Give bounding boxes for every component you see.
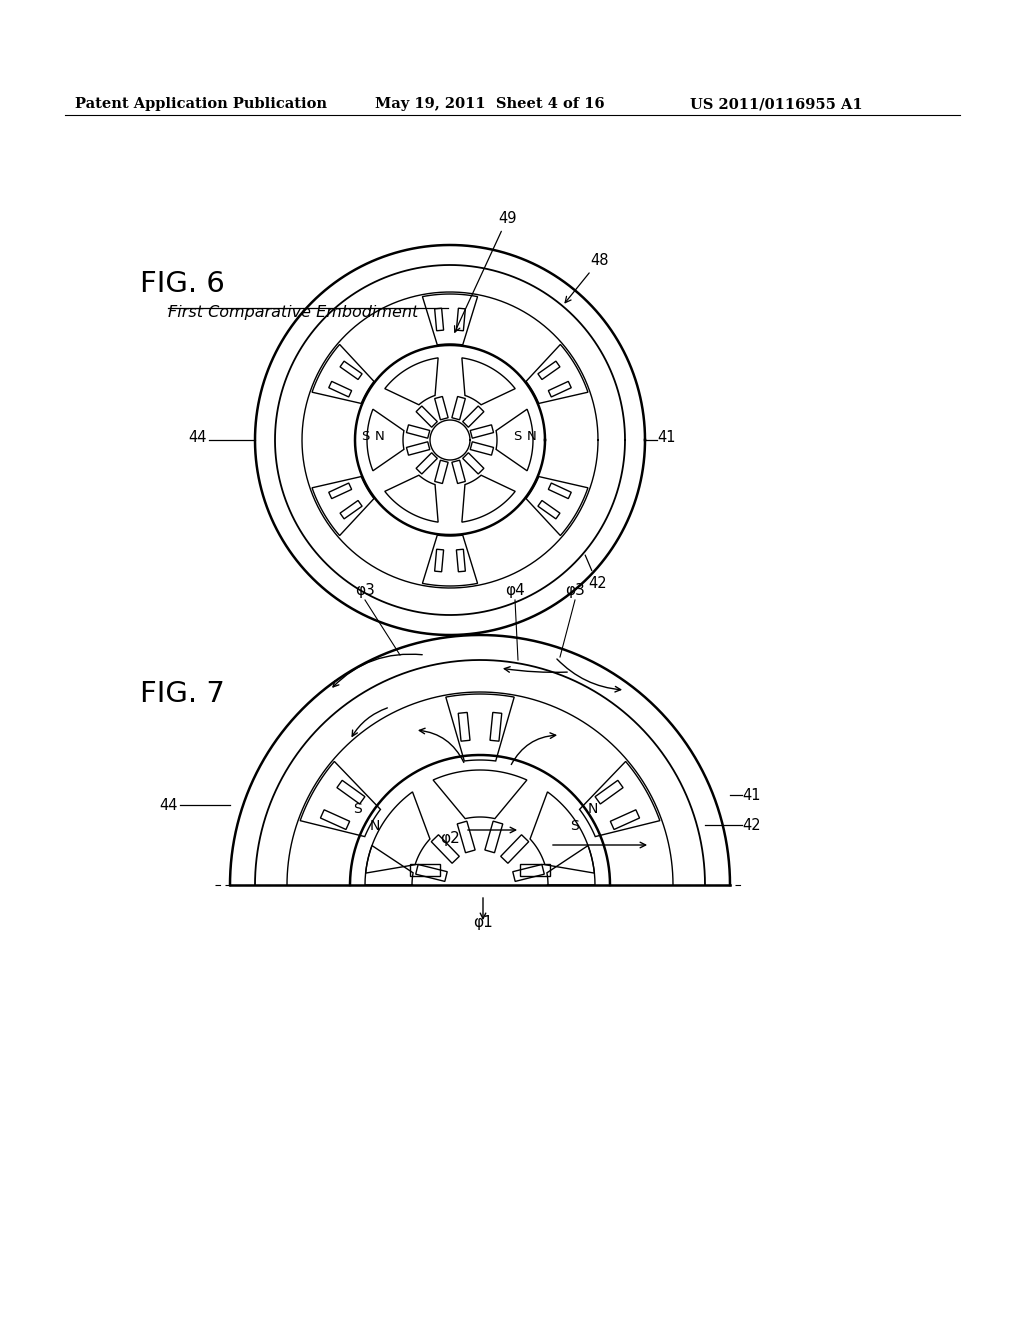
Text: May 19, 2011  Sheet 4 of 16: May 19, 2011 Sheet 4 of 16 xyxy=(375,96,604,111)
Text: 41: 41 xyxy=(657,429,676,445)
Text: S: S xyxy=(513,429,521,442)
Text: 44: 44 xyxy=(188,429,207,445)
Text: φ2: φ2 xyxy=(440,832,460,846)
Text: Patent Application Publication: Patent Application Publication xyxy=(75,96,327,111)
Text: φ1: φ1 xyxy=(473,915,493,931)
Text: First Comparative Embodiment: First Comparative Embodiment xyxy=(168,305,418,319)
Text: 48: 48 xyxy=(565,253,608,302)
Text: φ3: φ3 xyxy=(355,583,375,598)
Text: US 2011/0116955 A1: US 2011/0116955 A1 xyxy=(690,96,862,111)
Text: FIG. 7: FIG. 7 xyxy=(140,680,225,708)
Text: N: N xyxy=(370,818,380,833)
Text: N: N xyxy=(588,803,598,816)
Text: S: S xyxy=(353,803,361,816)
Text: FIG. 6: FIG. 6 xyxy=(140,271,225,298)
Text: 49: 49 xyxy=(455,211,516,333)
Text: N: N xyxy=(527,429,537,442)
Text: φ4: φ4 xyxy=(505,583,525,598)
Text: N: N xyxy=(375,429,385,442)
Text: φ3: φ3 xyxy=(565,583,585,598)
Text: 42: 42 xyxy=(585,554,606,591)
Text: 41: 41 xyxy=(742,788,761,803)
Text: 44: 44 xyxy=(160,797,178,813)
Text: 42: 42 xyxy=(742,817,761,833)
Text: S: S xyxy=(570,818,579,833)
Text: S: S xyxy=(361,429,370,442)
